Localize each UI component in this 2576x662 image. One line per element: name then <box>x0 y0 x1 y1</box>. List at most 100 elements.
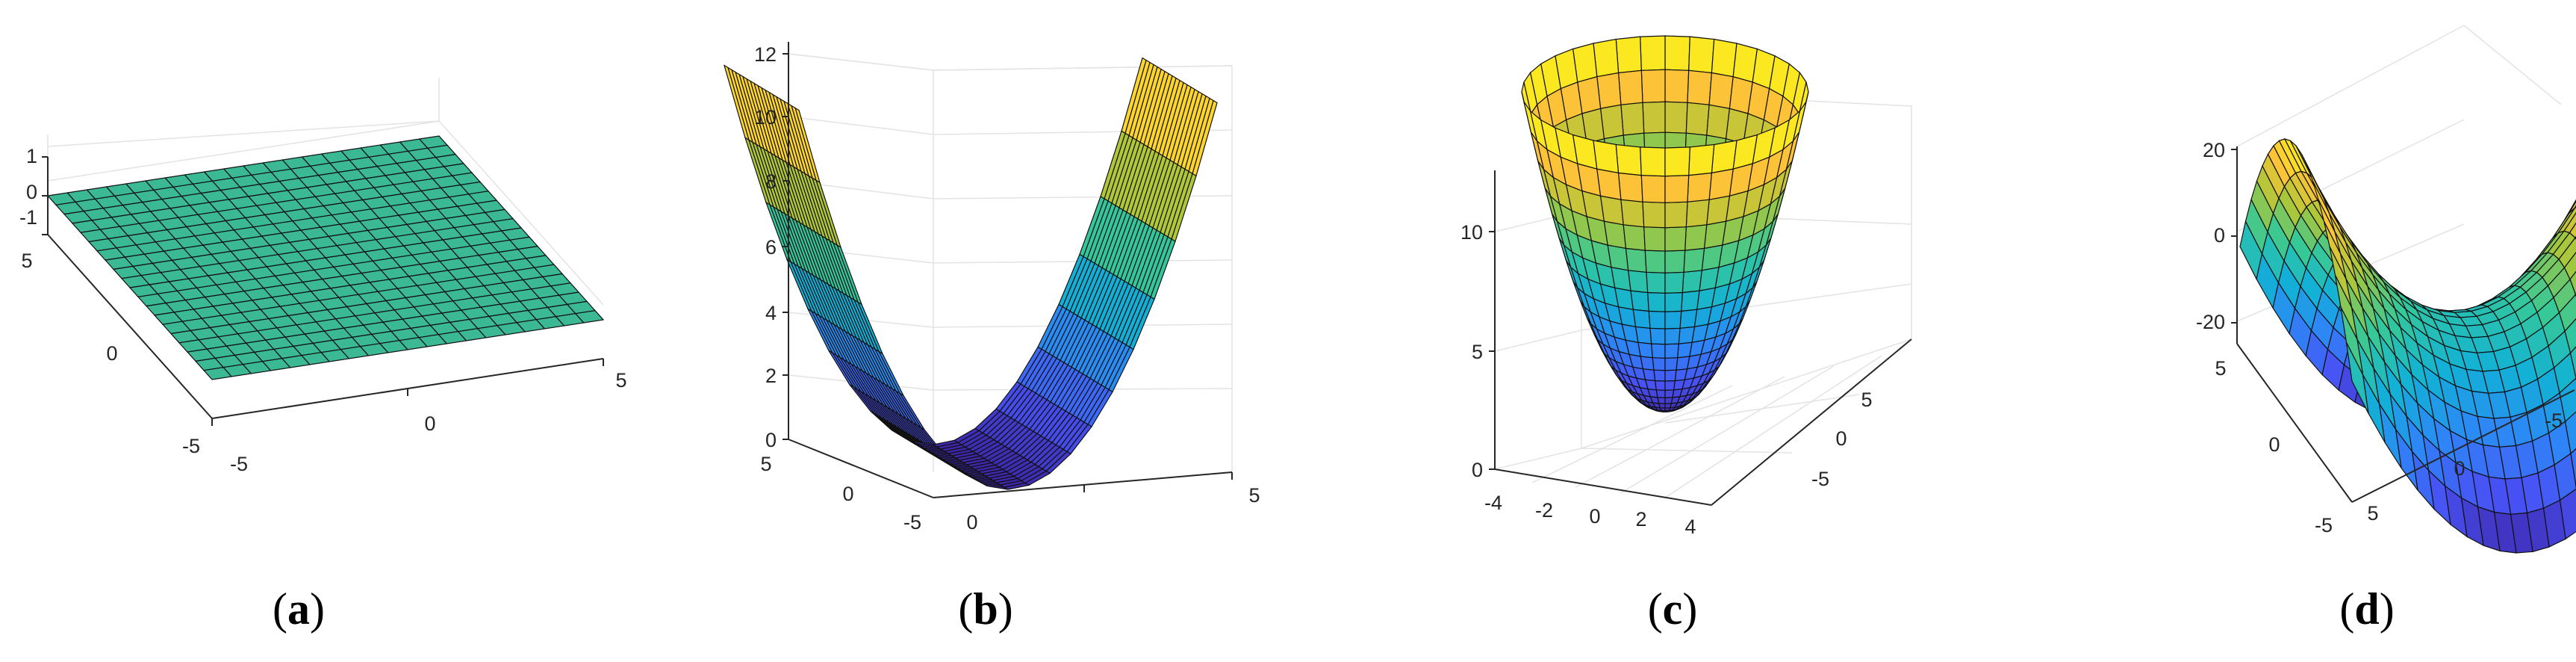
panel-c-y-tick: 5 <box>1861 389 1872 411</box>
panel-d-y-tick: 5 <box>2215 357 2226 380</box>
panel-c-surface-cell <box>1625 247 1647 273</box>
panel-b-z-tick: 12 <box>754 43 777 66</box>
panel-c-surface-cell <box>1647 291 1666 312</box>
panel-c-surface-cell <box>1664 101 1688 134</box>
panel-b-surface-cell <box>932 439 959 448</box>
panel-c-surface-cell <box>1632 309 1651 329</box>
panel-c-z-tick: 0 <box>1472 459 1483 481</box>
panel-c-surface-cell <box>1664 357 1679 371</box>
panel-a-caption: (a) <box>273 584 325 634</box>
panel-c-surface-cell <box>1678 326 1696 344</box>
panel-c-surface-cell <box>1711 140 1737 174</box>
panel-c-surface-cell <box>1687 172 1713 202</box>
panel-c-surface-cell <box>1664 146 1690 177</box>
panel-c-x-tick: -4 <box>1484 492 1502 514</box>
panel-c-surface-cell <box>1664 310 1682 330</box>
panel-a: 1 0 -1 5 0 -5 -5 0 5 (a) <box>19 78 627 634</box>
panel-c-surface-cell <box>1679 309 1698 329</box>
panel-c-surface-cell <box>1596 72 1622 110</box>
panel-c-surface-cell <box>1640 35 1666 71</box>
panel-c-surface-cell <box>1683 247 1705 273</box>
panel-c-x-tick: 4 <box>1684 516 1696 538</box>
panel-a-y-tick: 0 <box>106 342 117 365</box>
panel-a-y-tick: 5 <box>21 250 32 272</box>
panel-c-surface-cell <box>1617 172 1643 202</box>
panel-c-surface-cell <box>1664 35 1690 71</box>
panel-b-caption: (b) <box>958 584 1012 634</box>
panel-c-surface-cell <box>1655 380 1666 391</box>
panel-c-surface-cell <box>1607 244 1629 271</box>
panel-a-z-tick: -1 <box>19 206 37 229</box>
panel-a-surface-cell <box>574 310 605 324</box>
panel-c-surface-cell <box>1664 271 1684 294</box>
panel-d-caption: (d) <box>2339 584 2394 634</box>
panel-a-surface <box>46 135 605 380</box>
panel-b-z-tick: 2 <box>765 365 777 387</box>
panel-c-surface-cell <box>1676 356 1690 371</box>
panel-d-axes <box>2231 146 2575 503</box>
panel-c-x-tick: 0 <box>1589 505 1600 528</box>
panel-c-surface-cell <box>1677 341 1693 359</box>
panel-a-x-tick: -5 <box>230 453 248 475</box>
panel-c-surface-cell <box>1664 69 1690 103</box>
panel-d-x-tick: -5 <box>2545 409 2563 432</box>
panel-c-surface-cell <box>1620 199 1645 228</box>
panel-b-y-tick: -5 <box>903 511 921 533</box>
panel-c-surface-cell <box>1685 199 1710 228</box>
panel-c-surface-cell <box>1664 291 1683 312</box>
panel-c-surface-cell <box>1599 195 1624 226</box>
panel-b-x-tick: 5 <box>1248 484 1260 507</box>
panel-d-x-tick: 5 <box>2367 502 2378 525</box>
panel-b-z-tick: 10 <box>754 106 777 129</box>
panel-c-surface-cell <box>1620 102 1645 136</box>
panel-c-surface-cell <box>1684 224 1708 251</box>
panel-a-x-tick: 0 <box>424 412 435 435</box>
panel-c-surface-cell <box>1708 168 1734 200</box>
panel-c-surface-cell <box>1664 201 1688 229</box>
panel-c-surface-cell <box>1664 250 1686 273</box>
panel-c-surface-cell <box>1681 290 1700 312</box>
panel-c-surface-cell <box>1651 343 1666 359</box>
panel-a-grid <box>47 78 604 306</box>
panel-c-surface-cell <box>1706 195 1731 226</box>
panel-b-x-tick: 0 <box>966 511 977 533</box>
panel-c-surface-cell <box>1657 397 1666 404</box>
panel-c: 10 5 0 -4 -2 0 2 4 -5 0 5 (c) <box>1460 35 1912 634</box>
panel-c-z-tick: 5 <box>1472 341 1483 363</box>
panel-a-y-tick: -5 <box>182 435 200 457</box>
panel-d-surface-cell <box>2345 342 2369 414</box>
panel-c-surface-cell <box>1653 369 1666 382</box>
panel-b-y-tick: 5 <box>760 453 771 475</box>
panel-d-z-tick: -20 <box>2196 311 2225 333</box>
panel-c-surface-cell <box>1593 38 1620 78</box>
panel-c-surface-cell <box>1615 36 1642 74</box>
panel-c-surface-cell <box>1664 380 1676 391</box>
panel-c-surface-cell <box>1711 38 1737 78</box>
panel-b-surface <box>723 57 1218 490</box>
panel-d-x-tick: 0 <box>2454 457 2465 480</box>
panel-c-surface-cell <box>1664 397 1673 404</box>
panel-c-surface-cell <box>1688 143 1715 176</box>
panel-c-surface-cell <box>1664 343 1679 359</box>
panel-c-x-tick: -2 <box>1535 499 1553 522</box>
panel-c-surface-cell <box>1644 250 1666 273</box>
panel-d-y-tick: -5 <box>2315 514 2333 536</box>
panel-c-surface <box>1521 35 1809 412</box>
panel-c-x-tick: 2 <box>1635 508 1646 530</box>
panel-c-surface-cell <box>1634 326 1652 344</box>
panel-c-surface-cell <box>1703 220 1727 250</box>
panel-b-z-tick: 4 <box>765 302 777 324</box>
panel-b-z-tick: 6 <box>765 236 777 259</box>
panel-b: 12 10 8 6 4 2 0 5 0 -5 0 5 (b) <box>723 42 1260 634</box>
panel-c-y-tick: 0 <box>1835 427 1847 450</box>
panel-d-surface <box>2239 138 2576 554</box>
panel-c-surface-cell <box>1664 327 1681 345</box>
panel-c-z-tick: 10 <box>1460 221 1483 244</box>
panel-c-surface-cell <box>1640 356 1655 371</box>
panel-c-surface-cell <box>1596 168 1622 200</box>
panel-c-surface-cell <box>1664 369 1677 382</box>
panel-c-y-tick: -5 <box>1811 468 1829 490</box>
panel-c-surface-cell <box>1664 226 1687 252</box>
panel-c-surface-cell <box>1664 389 1675 398</box>
panel-c-surface-cell <box>1637 341 1653 359</box>
